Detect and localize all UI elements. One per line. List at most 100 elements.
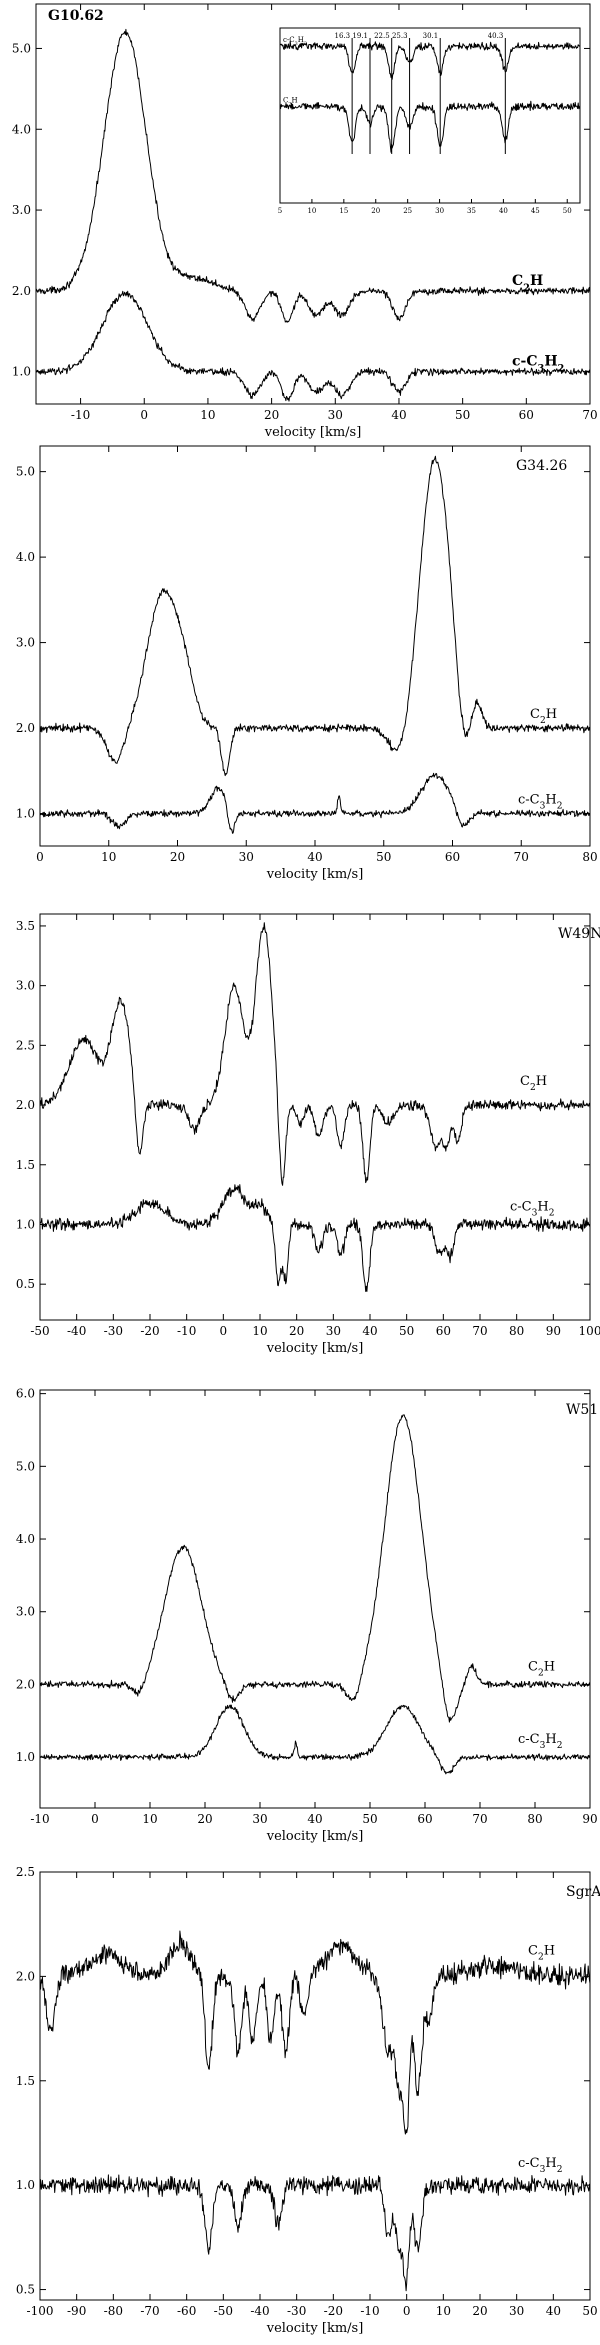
y-tick-label: 2.0 xyxy=(16,1098,35,1112)
series-line-c2h xyxy=(39,455,591,777)
x-axis-label: velocity [km/s] xyxy=(264,425,362,440)
x-tick-label: -40 xyxy=(250,2304,269,2318)
x-tick-label: 30 xyxy=(252,1812,267,1826)
series-label: c-C3H2 xyxy=(518,1732,563,1751)
y-tick-label: 2.0 xyxy=(12,284,31,298)
x-tick-label: 0 xyxy=(403,2304,411,2318)
inset-marker-label: 25.3 xyxy=(392,32,408,40)
series-line-c-c3h2 xyxy=(39,2174,591,2292)
x-tick-label: 20 xyxy=(197,1812,212,1826)
y-tick-label: 1.0 xyxy=(16,1750,35,1764)
inset-x-tick-label: 25 xyxy=(403,207,412,215)
y-tick-label: 2.0 xyxy=(16,1677,35,1691)
x-tick-label: -40 xyxy=(67,1324,86,1338)
x-tick-label: 60 xyxy=(436,1324,451,1338)
y-tick-label: 3.0 xyxy=(16,1605,35,1619)
y-tick-label: 4.0 xyxy=(12,122,31,136)
inset-x-tick-label: 30 xyxy=(435,207,444,215)
x-tick-label: 80 xyxy=(509,1324,524,1338)
panel-w49n: -50 -40 -30 -20 -10 0 10 20 30 40 50 60 70 80 90 100 0.5… xyxy=(16,913,600,1356)
x-tick-label: 100 xyxy=(579,1324,600,1338)
y-tick-label: 1.0 xyxy=(16,1217,35,1231)
panel-title: G10.62 xyxy=(48,8,104,24)
x-tick-label: 70 xyxy=(472,1812,487,1826)
x-tick-label: 30 xyxy=(326,1324,341,1338)
y-tick-label: 3.0 xyxy=(16,979,35,993)
series-line-c2h xyxy=(39,1930,591,2135)
x-tick-label: 10 xyxy=(101,850,116,864)
x-axis-label: velocity [km/s] xyxy=(266,867,364,882)
panel-g34-26: 0 10 20 30 40 50 60 70 80 1.0 2.0 3.0 4.0 5.0 velocity… xyxy=(16,445,598,882)
x-tick-label: 0 xyxy=(91,1812,99,1826)
x-tick-label: 50 xyxy=(376,850,391,864)
inset-x-tick-label: 35 xyxy=(467,207,476,215)
x-tick-label: -60 xyxy=(177,2304,196,2318)
x-tick-label: 20 xyxy=(472,2304,487,2318)
series-line-c2h xyxy=(39,922,591,1186)
x-tick-label: 10 xyxy=(252,1324,267,1338)
x-tick-label: 30 xyxy=(328,408,343,422)
panel-sgra: -100 -90 -80 -70 -60 -50 -40 -30 -20 -10 0 10 20 30 40… xyxy=(16,1865,600,2336)
x-tick-label: 10 xyxy=(142,1812,157,1826)
x-tick-label: 40 xyxy=(391,408,406,422)
panel-title: W51 xyxy=(566,1402,598,1418)
y-tick-label: 3.0 xyxy=(12,203,31,217)
series-label: c-C3H2 xyxy=(518,793,563,812)
x-tick-label: 90 xyxy=(546,1324,561,1338)
inset-marker-label: 16.3 xyxy=(335,32,351,40)
x-tick-label: -10 xyxy=(30,1812,49,1826)
plot-frame xyxy=(39,913,591,1321)
x-tick-label: 10 xyxy=(436,2304,451,2318)
y-tick-label: 1.5 xyxy=(16,2074,35,2088)
x-axis-label: velocity [km/s] xyxy=(266,1829,364,1844)
y-tick-label: 3.0 xyxy=(16,636,35,650)
x-axis-label: velocity [km/s] xyxy=(266,2321,364,2336)
y-tick-label: 1.0 xyxy=(16,807,35,821)
series-label: c-C3H2 xyxy=(510,1199,555,1218)
y-tick-label: 1.0 xyxy=(12,365,31,379)
x-tick-label: 50 xyxy=(399,1324,414,1338)
series-label: C2H xyxy=(512,273,543,294)
x-tick-label: 50 xyxy=(582,2304,597,2318)
x-tick-label: 20 xyxy=(289,1324,304,1338)
x-tick-label: 30 xyxy=(509,2304,524,2318)
x-tick-label: 60 xyxy=(519,408,534,422)
series-label: C2H xyxy=(520,1074,547,1093)
y-tick-label: 4.0 xyxy=(16,550,35,564)
x-tick-label: 0 xyxy=(140,408,148,422)
plot-frame xyxy=(39,1389,591,1809)
y-tick-label: 0.5 xyxy=(16,1277,35,1291)
x-tick-label: -70 xyxy=(140,2304,159,2318)
x-tick-label: -30 xyxy=(287,2304,306,2318)
x-tick-label: -30 xyxy=(104,1324,123,1338)
x-tick-label: 0 xyxy=(36,850,44,864)
y-tick-label: 6.0 xyxy=(16,1387,35,1401)
plot-frame xyxy=(39,1871,591,2301)
y-tick-label: 0.5 xyxy=(16,2283,35,2297)
series-line-c2h xyxy=(35,28,591,323)
x-tick-label: 40 xyxy=(307,850,322,864)
inset-x-tick-label: 5 xyxy=(278,207,282,215)
plot-frame xyxy=(35,3,591,405)
x-tick-label: 40 xyxy=(362,1324,377,1338)
inset-x-tick-label: 15 xyxy=(339,207,348,215)
series-label: C2H xyxy=(530,707,557,726)
x-axis-label: velocity [km/s] xyxy=(266,1341,364,1356)
x-tick-label: 50 xyxy=(455,408,470,422)
x-tick-label: 60 xyxy=(417,1812,432,1826)
series-label: C2H xyxy=(528,1943,555,1962)
inset-series-label: c-C3H2 xyxy=(283,36,307,47)
x-tick-label: 70 xyxy=(514,850,529,864)
y-tick-label: 4.0 xyxy=(16,1532,35,1546)
x-tick-label: 0 xyxy=(220,1324,228,1338)
panel-title: SgrA xyxy=(566,1884,600,1900)
inset-x-tick-label: 45 xyxy=(531,207,540,215)
inset-marker-label: 30.1 xyxy=(423,32,439,40)
y-tick-label: 2.5 xyxy=(16,1865,35,1879)
x-tick-label: 70 xyxy=(582,408,597,422)
plot-frame xyxy=(39,445,591,847)
inset-x-tick-label: 10 xyxy=(307,207,316,215)
panel-g10-62: -10 0 10 20 30 40 50 60 70 1.0 2.0 3.0 4.0 5.0 velocit… xyxy=(12,3,598,440)
